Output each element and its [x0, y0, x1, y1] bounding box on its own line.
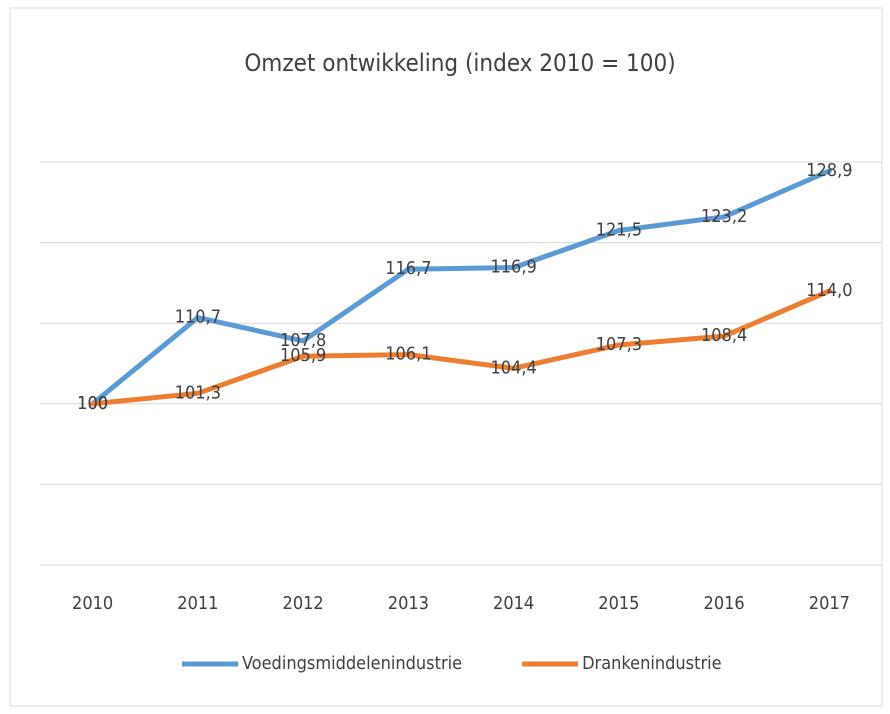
- legend-label: Drankenindustrie: [582, 653, 722, 674]
- x-tick-label: 2016: [704, 593, 745, 614]
- data-label: 116,7: [385, 258, 431, 279]
- data-label: 107,3: [596, 334, 642, 355]
- data-label: 106,1: [385, 344, 431, 365]
- chart-border: [9, 7, 883, 707]
- x-tick-label: 2012: [283, 593, 324, 614]
- data-label: 123,2: [701, 206, 747, 227]
- data-label: 128,9: [806, 160, 852, 181]
- x-tick-label: 2015: [598, 593, 639, 614]
- data-label: 104,4: [490, 357, 536, 378]
- data-label: 116,9: [490, 257, 536, 278]
- x-tick-label: 2013: [388, 593, 429, 614]
- x-tick-label: 2017: [809, 593, 850, 614]
- data-label: 108,4: [701, 325, 747, 346]
- data-label: 114,0: [806, 280, 852, 301]
- chart-title: Omzet ontwikkeling (index 2010 = 100): [244, 49, 675, 77]
- data-label: 101,3: [175, 382, 221, 403]
- series-line: [90, 168, 832, 407]
- x-tick-label: 2010: [72, 593, 113, 614]
- series-line: [90, 288, 832, 407]
- data-label: 121,5: [596, 220, 642, 241]
- legend-label: Voedingsmiddelenindustrie: [242, 653, 462, 674]
- x-tick-label: 2014: [493, 593, 534, 614]
- data-label: 100: [77, 393, 108, 414]
- data-label: 100: [77, 393, 108, 414]
- x-tick-label: 2011: [177, 593, 218, 614]
- data-label: 110,7: [175, 307, 221, 328]
- data-label: 105,9: [280, 345, 326, 366]
- data-label: 107,8: [280, 330, 326, 351]
